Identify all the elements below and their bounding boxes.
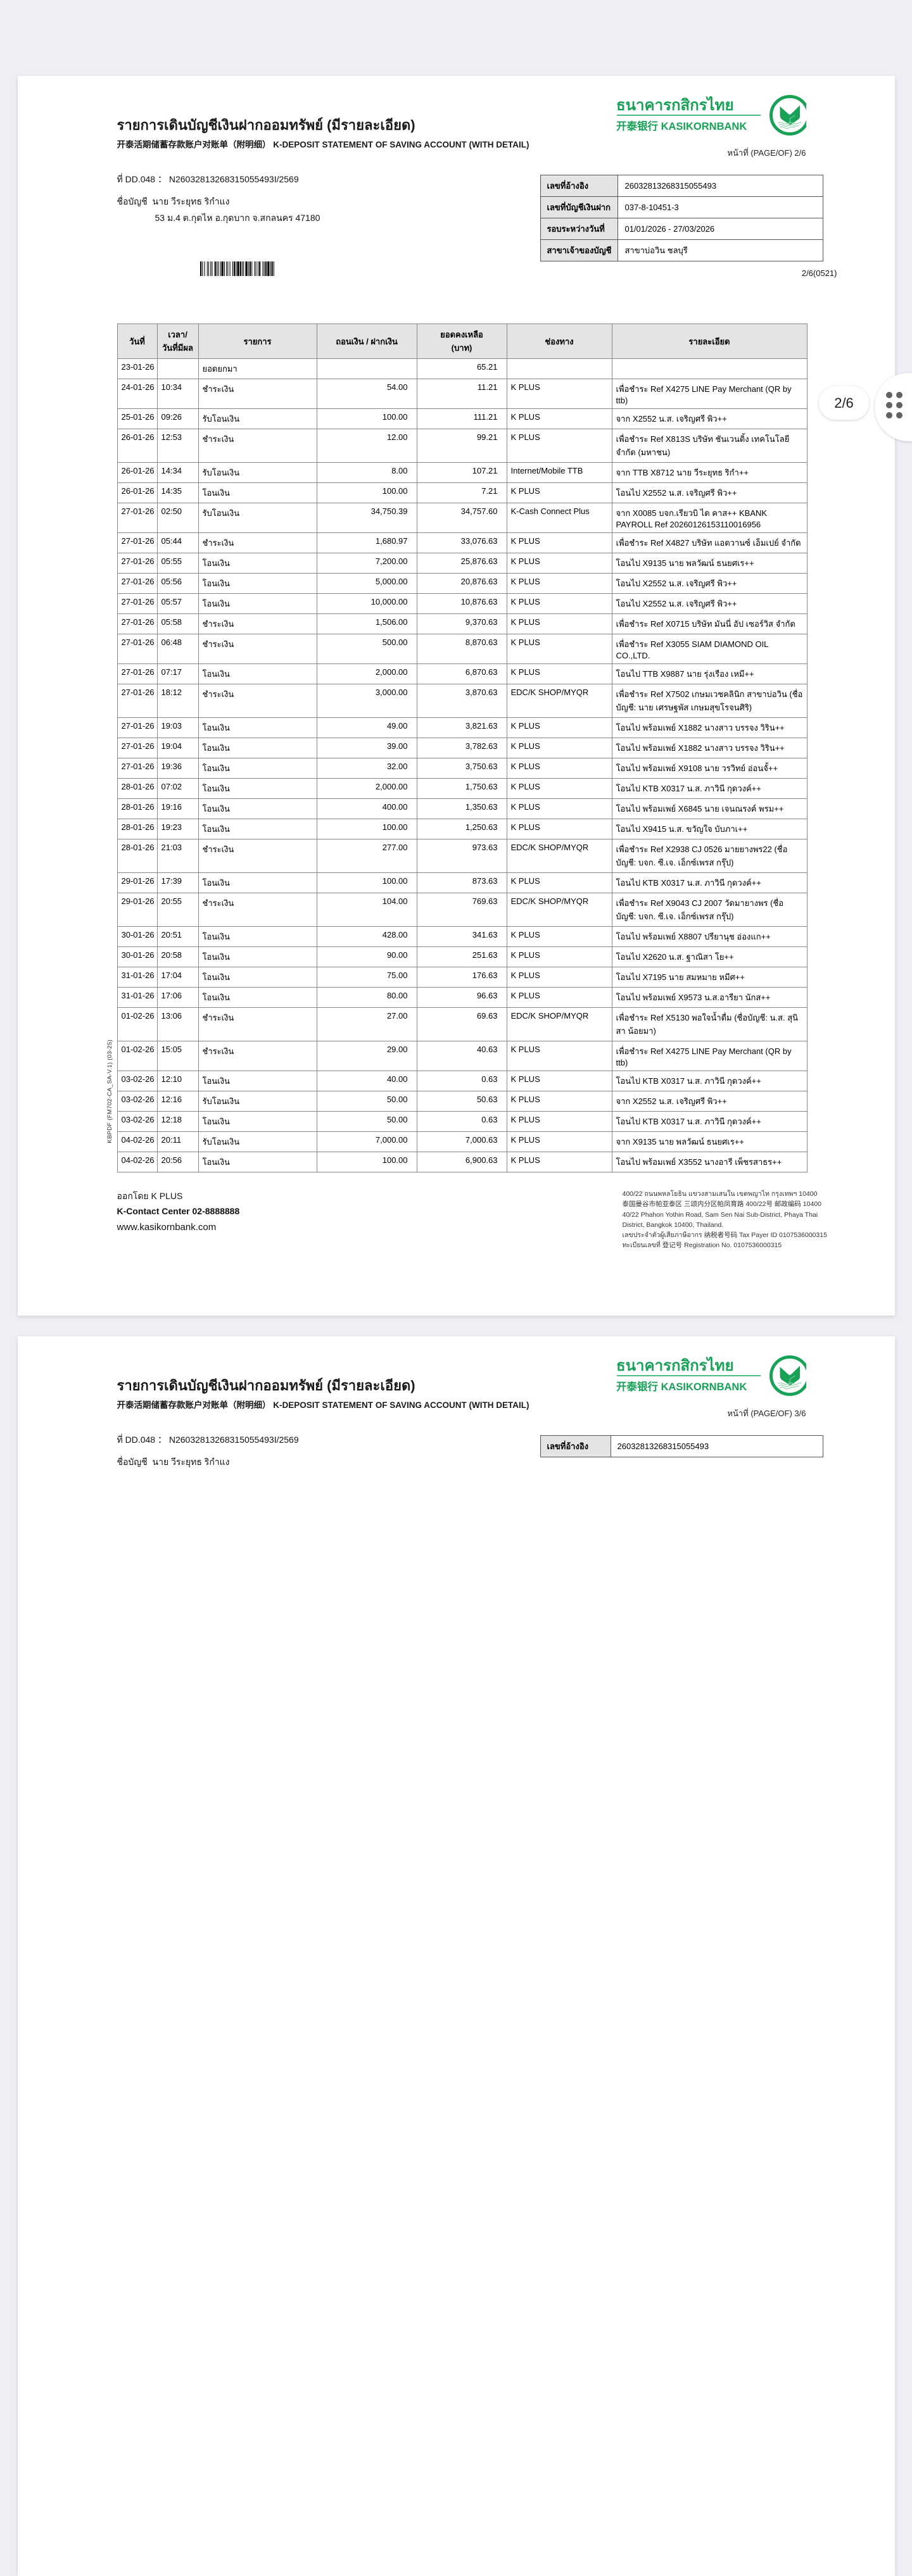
svg-text:开泰银行 KASIKORNBANK: 开泰银行 KASIKORNBANK [616,1380,747,1393]
svg-text:ธนาคารกสิกรไทย: ธนาคารกสิกรไทย [616,96,734,114]
svg-text:开泰银行 KASIKORNBANK: 开泰银行 KASIKORNBANK [616,120,747,132]
svg-text:ธนาคารกสิกรไทย: ธนาคารกสิกรไทย [616,1356,734,1374]
